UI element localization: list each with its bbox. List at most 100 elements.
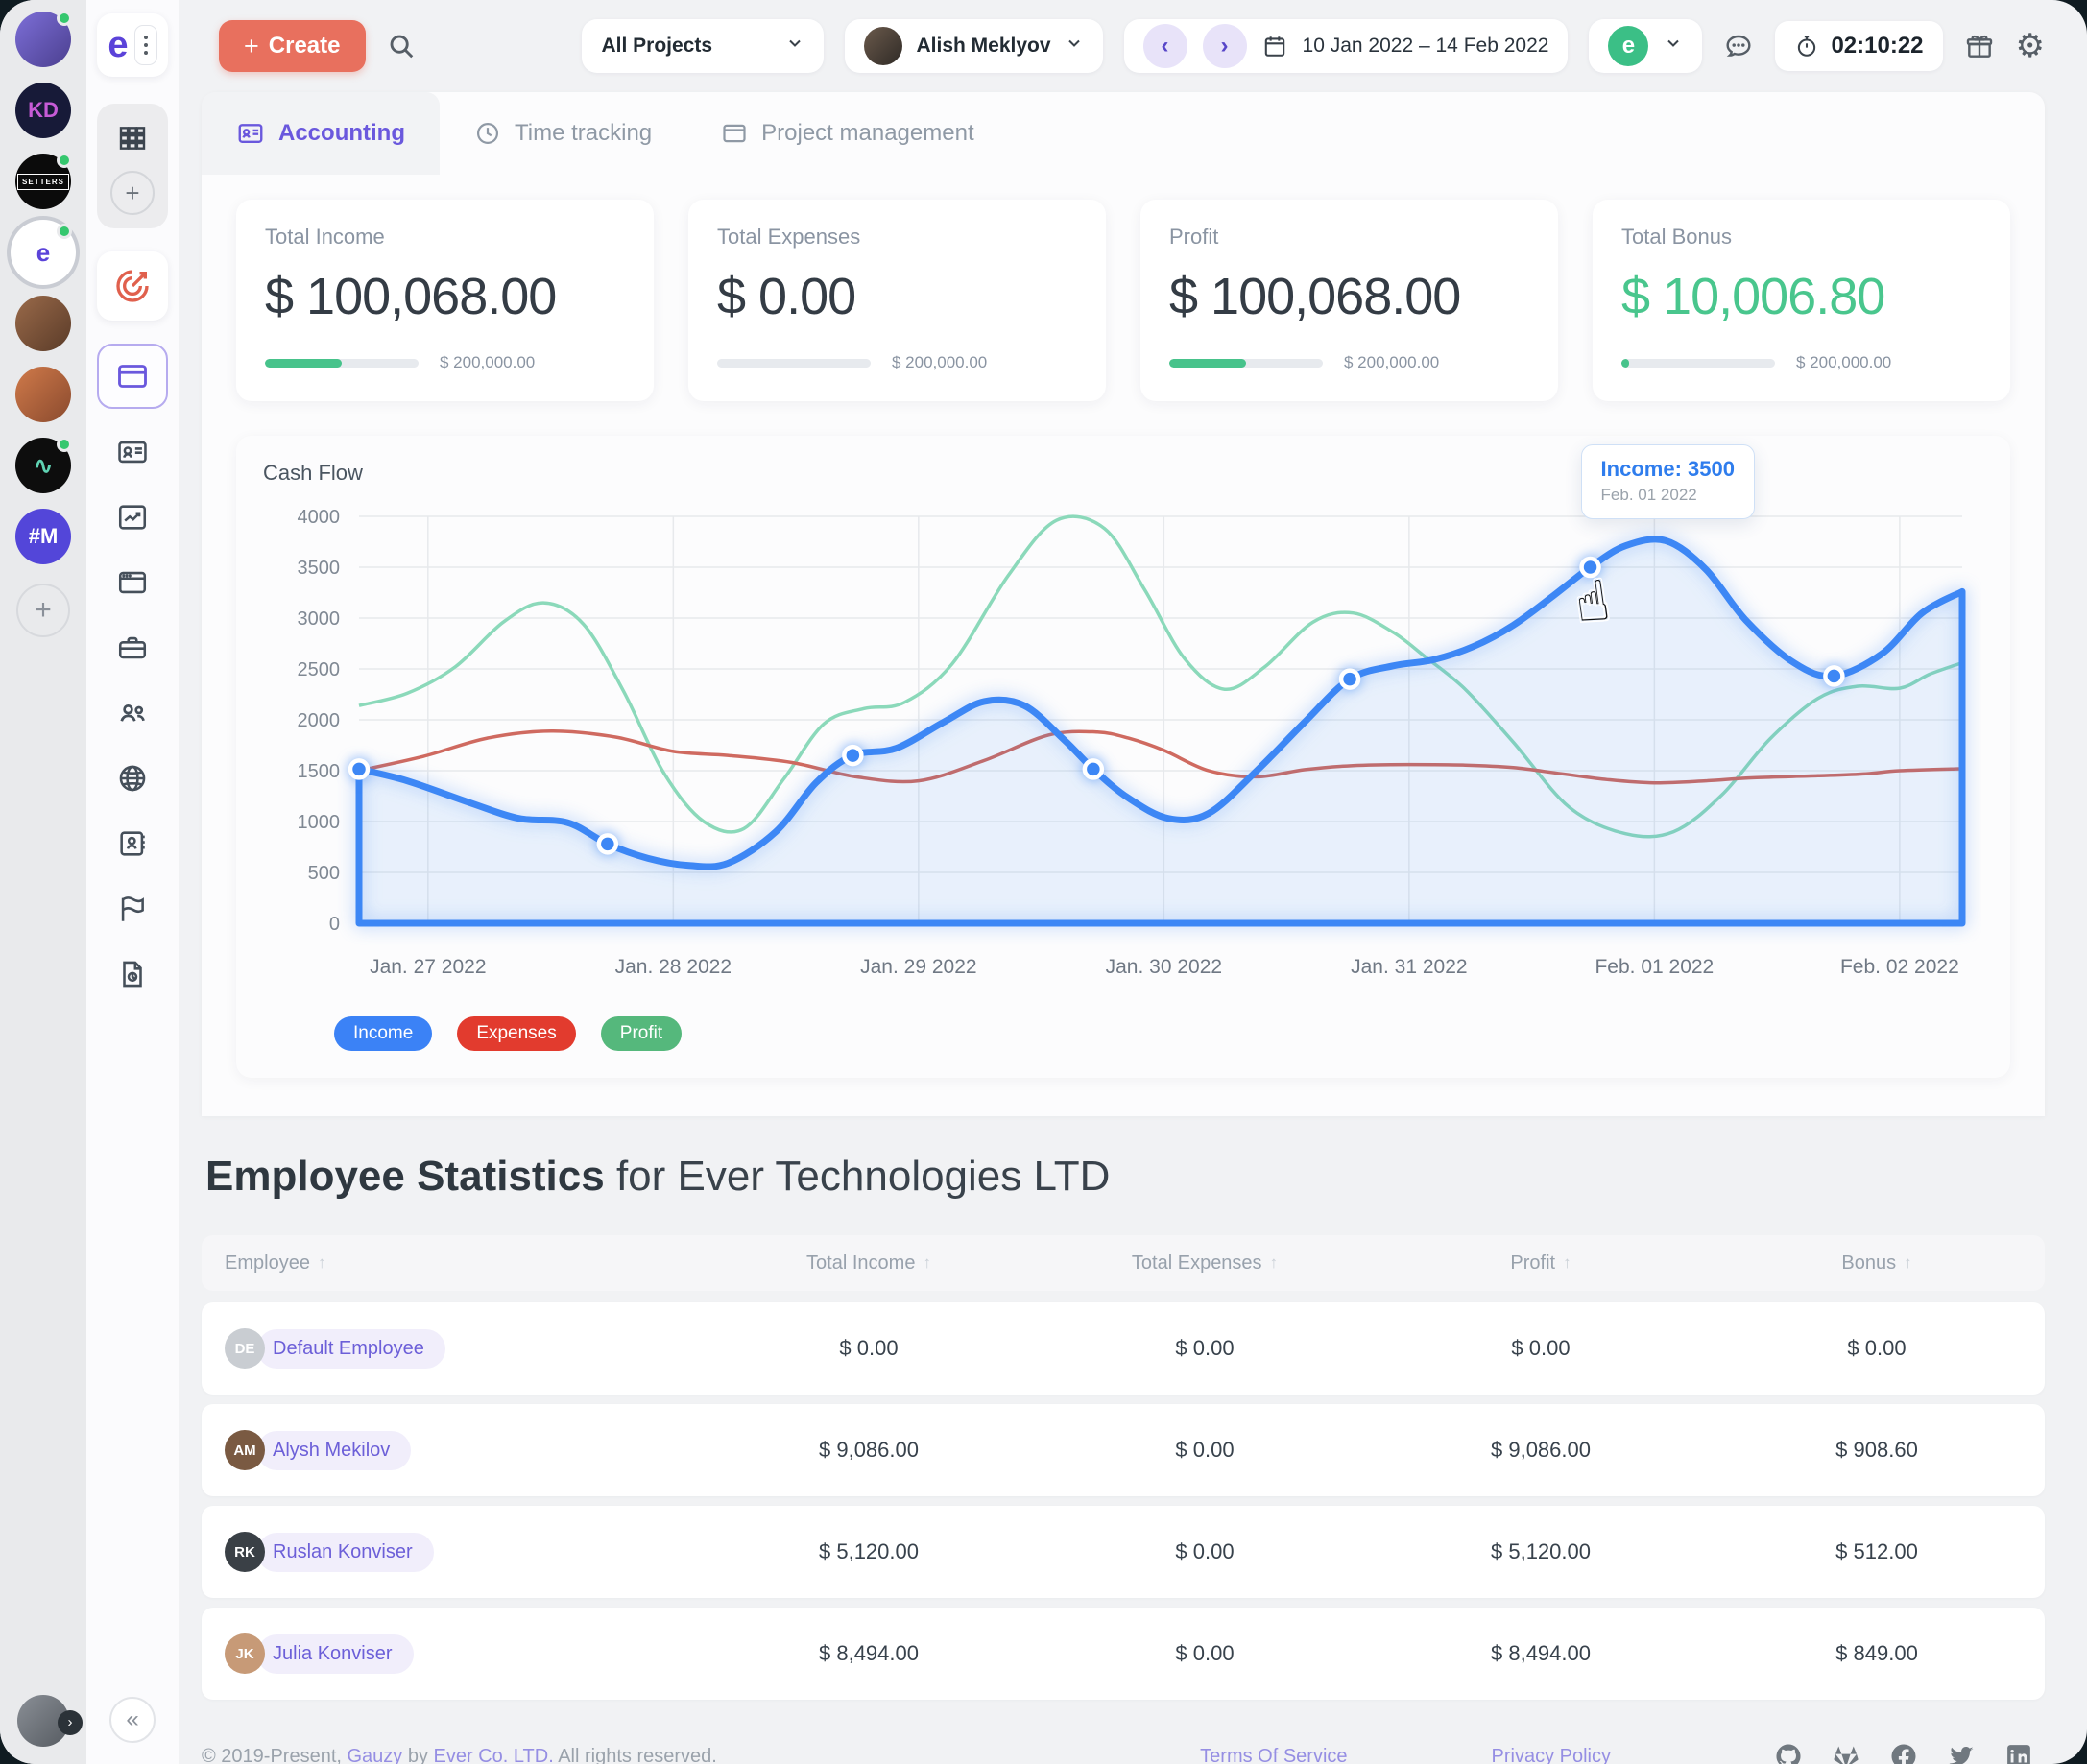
chat-icon[interactable] bbox=[1723, 31, 1754, 61]
timer-widget[interactable]: 02:10:22 bbox=[1775, 21, 1943, 71]
card-value: $ 100,068.00 bbox=[265, 268, 557, 325]
github-icon[interactable] bbox=[1774, 1742, 1803, 1764]
employee-avatar: AM bbox=[225, 1430, 265, 1470]
card-title: Total Bonus bbox=[1621, 225, 1732, 249]
sidebar-item-analytics[interactable] bbox=[97, 497, 168, 537]
sidebar-item-window[interactable] bbox=[97, 562, 168, 603]
add-dashboard-button[interactable]: + bbox=[110, 171, 155, 215]
date-range-picker[interactable]: ‹ › 10 Jan 2022 – 14 Feb 2022 bbox=[1123, 19, 1569, 73]
table-header: Employee ↑ Total Income ↑ Total Expenses ↑ Pro… bbox=[202, 1235, 2045, 1291]
svg-text:0: 0 bbox=[329, 914, 340, 935]
cell-bonus: $ 908.60 bbox=[1835, 1438, 1918, 1462]
expand-rail-button[interactable]: › bbox=[58, 1710, 83, 1735]
sidebar-item-reports[interactable] bbox=[97, 954, 168, 994]
card-progress: $ 200,000.00 bbox=[1621, 353, 1981, 372]
svg-text:Jan. 29 2022: Jan. 29 2022 bbox=[860, 956, 976, 978]
focus-target-icon[interactable] bbox=[97, 251, 168, 321]
cashflow-chart[interactable]: 0 500 1000 1500 2000 2500 3000 3500 4000 Jan. 27 … bbox=[263, 499, 1981, 998]
workspace-avatar-fish[interactable]: ∿ bbox=[15, 437, 72, 493]
cell-total-income: $ 8,494.00 bbox=[819, 1641, 919, 1665]
stat-card-total-income: Total Income $ 100,068.00 $ 200,000.00 bbox=[236, 200, 654, 401]
workspace-avatar-SETTERS[interactable]: SETTERS bbox=[15, 153, 72, 209]
gitlab-icon[interactable] bbox=[1832, 1742, 1860, 1764]
tab-project-management[interactable]: Project management bbox=[686, 92, 1008, 175]
tab-accounting[interactable]: Accounting bbox=[202, 92, 440, 175]
projects-dropdown[interactable]: All Projects bbox=[582, 19, 825, 73]
gift-icon[interactable] bbox=[1964, 31, 1995, 61]
sidebar-item-accounting-active[interactable] bbox=[97, 344, 168, 409]
workspace-avatar-avatar-1[interactable] bbox=[15, 11, 72, 67]
calendar-icon bbox=[1262, 34, 1287, 59]
workspace-avatar-KD[interactable]: KD bbox=[15, 83, 71, 138]
stat-card-total-bonus: Total Bonus $ 10,006.80 $ 200,000.00 bbox=[1593, 200, 2010, 401]
sidebar-item-jobs[interactable] bbox=[97, 628, 168, 668]
collapse-sidebar-button[interactable]: « bbox=[109, 1697, 156, 1743]
linkedin-icon[interactable] bbox=[2004, 1742, 2033, 1764]
prev-period-button[interactable]: ‹ bbox=[1142, 24, 1187, 68]
cell-total-income: $ 5,120.00 bbox=[819, 1539, 919, 1563]
content-panel: Accounting Time tracking Project managem… bbox=[202, 92, 2045, 1116]
chart-tooltip: Income: 3500 Feb. 01 2022 bbox=[1580, 444, 1755, 519]
rail-bottom: › bbox=[17, 1695, 83, 1764]
table-body: DE Default Employee $ 0.00 $ 0.00 $ 0.00 $ 0.… bbox=[202, 1302, 2045, 1700]
stat-cards-row: Total Income $ 100,068.00 $ 200,000.00 Tota… bbox=[202, 175, 2045, 411]
workspace-switcher[interactable]: e bbox=[1589, 19, 1703, 73]
svg-text:2500: 2500 bbox=[298, 659, 341, 680]
svg-text:3000: 3000 bbox=[298, 608, 341, 630]
cell-total-income: $ 0.00 bbox=[839, 1336, 899, 1360]
sidebar-item-contacts[interactable] bbox=[97, 823, 168, 864]
column-header-total-expenses[interactable]: Total Expenses ↑ bbox=[1131, 1251, 1279, 1274]
column-header-employee[interactable]: Employee ↑ bbox=[225, 1251, 326, 1274]
legend-expenses[interactable]: Expenses bbox=[457, 1016, 576, 1051]
facebook-icon[interactable] bbox=[1889, 1742, 1918, 1764]
create-button[interactable]: + Create bbox=[219, 20, 366, 72]
chevron-down-icon bbox=[1664, 34, 1683, 59]
svg-text:Jan. 28 2022: Jan. 28 2022 bbox=[615, 956, 732, 978]
employee-name-link[interactable]: Default Employee bbox=[257, 1328, 445, 1369]
workspace-logo-card: e bbox=[97, 13, 168, 77]
cell-bonus: $ 512.00 bbox=[1835, 1539, 1918, 1563]
add-workspace-button[interactable]: + bbox=[16, 584, 70, 637]
workspace-avatar-avatar-3[interactable] bbox=[15, 367, 71, 422]
sidebar-item-idcard[interactable] bbox=[97, 432, 168, 472]
cashflow-chart-card: Cash Flow 0 500 1000 1500 2000 2500 3000 3500 40… bbox=[236, 436, 2010, 1078]
settings-gear-icon[interactable]: ⚙ bbox=[2015, 27, 2045, 65]
employee-name-link[interactable]: Alysh Mekilov bbox=[257, 1430, 412, 1470]
ever-link[interactable]: Ever Co. LTD. bbox=[433, 1745, 554, 1764]
column-header-profit[interactable]: Profit ↑ bbox=[1510, 1251, 1571, 1274]
twitter-icon[interactable] bbox=[1947, 1742, 1976, 1764]
legend-income[interactable]: Income bbox=[334, 1016, 433, 1051]
employee-name-link[interactable]: Julia Konviser bbox=[257, 1633, 414, 1674]
svg-text:4000: 4000 bbox=[298, 507, 341, 528]
sidebar-item-goals[interactable] bbox=[97, 889, 168, 929]
workspace-avatar-#M[interactable]: #M bbox=[15, 509, 71, 564]
workspace-rail: KD SETTERS e ∿ #M + › bbox=[0, 0, 86, 1764]
employee-avatar: DE bbox=[225, 1328, 265, 1369]
next-period-button[interactable]: › bbox=[1202, 24, 1247, 68]
gauzy-link[interactable]: Gauzy bbox=[347, 1745, 403, 1764]
sidebar-item-globe[interactable] bbox=[97, 758, 168, 799]
terms-link[interactable]: Terms Of Service bbox=[1200, 1745, 1348, 1764]
chart-legend: Income Expenses Profit bbox=[263, 1003, 1983, 1061]
column-header-total-income[interactable]: Total Income ↑ bbox=[806, 1251, 931, 1274]
user-dropdown[interactable]: Alish Meklyov bbox=[845, 19, 1103, 73]
sidebar-item-teams[interactable] bbox=[97, 693, 168, 733]
employee-cell: DE Default Employee bbox=[202, 1328, 701, 1369]
grid-icon[interactable] bbox=[117, 123, 148, 154]
workspace-avatar-ever[interactable]: e bbox=[15, 224, 72, 280]
gauzy-logo: e bbox=[108, 24, 129, 65]
section-heading: Employee Statistics for Ever Technologie… bbox=[205, 1153, 1111, 1200]
employee-name-link[interactable]: Ruslan Konviser bbox=[257, 1532, 434, 1572]
main-area: + Create All Projects Alish Meklyov ‹ › … bbox=[179, 0, 2087, 1764]
privacy-link[interactable]: Privacy Policy bbox=[1491, 1745, 1611, 1764]
tab-time-tracking[interactable]: Time tracking bbox=[440, 92, 686, 175]
search-icon[interactable] bbox=[387, 32, 416, 60]
column-header-bonus[interactable]: Bonus ↑ bbox=[1841, 1251, 1912, 1274]
stat-card-total-expenses: Total Expenses $ 0.00 $ 200,000.00 bbox=[688, 200, 1106, 401]
chart-plot[interactable]: 0 500 1000 1500 2000 2500 3000 3500 4000 Jan. 27 … bbox=[263, 444, 1983, 1003]
legend-profit[interactable]: Profit bbox=[600, 1016, 683, 1051]
table-row: RK Ruslan Konviser $ 5,120.00 $ 0.00 $ 5,120… bbox=[202, 1506, 2045, 1598]
kebab-menu-icon[interactable] bbox=[133, 25, 157, 65]
workspace-avatar-avatar-2[interactable] bbox=[15, 296, 71, 351]
card-value: $ 100,068.00 bbox=[1169, 268, 1461, 325]
